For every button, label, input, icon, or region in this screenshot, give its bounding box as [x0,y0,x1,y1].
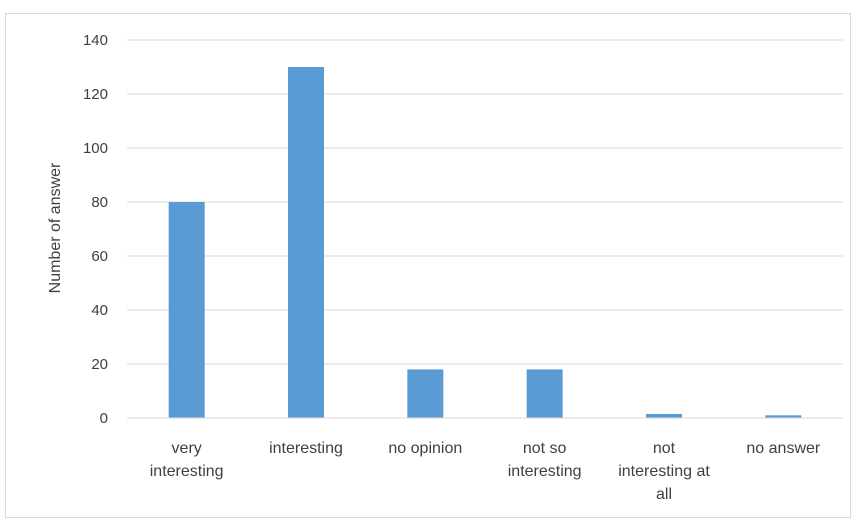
bars [168,67,802,418]
x-category-label: very interesting [150,440,224,480]
bar-0 [168,202,205,418]
chart-frame [5,13,851,518]
y-tick-label: 40 [91,302,108,319]
bar-1 [288,67,324,418]
x-category-label: interesting [269,440,343,457]
y-tick-label: 60 [91,248,108,265]
y-tick-label: 120 [83,86,108,103]
y-tick-label: 0 [100,410,108,427]
x-axis-categories: very interesting interesting no opinion not … [150,440,821,503]
x-category-label: no answer [746,440,820,457]
y-tick-label: 20 [91,356,108,373]
bar-5 [765,415,802,418]
x-category-label: no opinion [388,440,462,457]
y-axis-title: Number of answer [47,162,64,293]
x-category-label: not interesting at all [618,440,710,503]
bar-3 [526,369,563,418]
x-category-label: not so interesting [508,440,582,480]
y-tick-label: 80 [91,194,108,211]
bar-4 [646,413,682,418]
gridlines [127,39,843,419]
y-tick-label: 100 [83,140,108,157]
y-tick-label: 140 [83,32,108,49]
bar-2 [407,369,444,418]
y-axis-ticks: 0 20 40 60 80 100 120 140 [83,32,108,427]
